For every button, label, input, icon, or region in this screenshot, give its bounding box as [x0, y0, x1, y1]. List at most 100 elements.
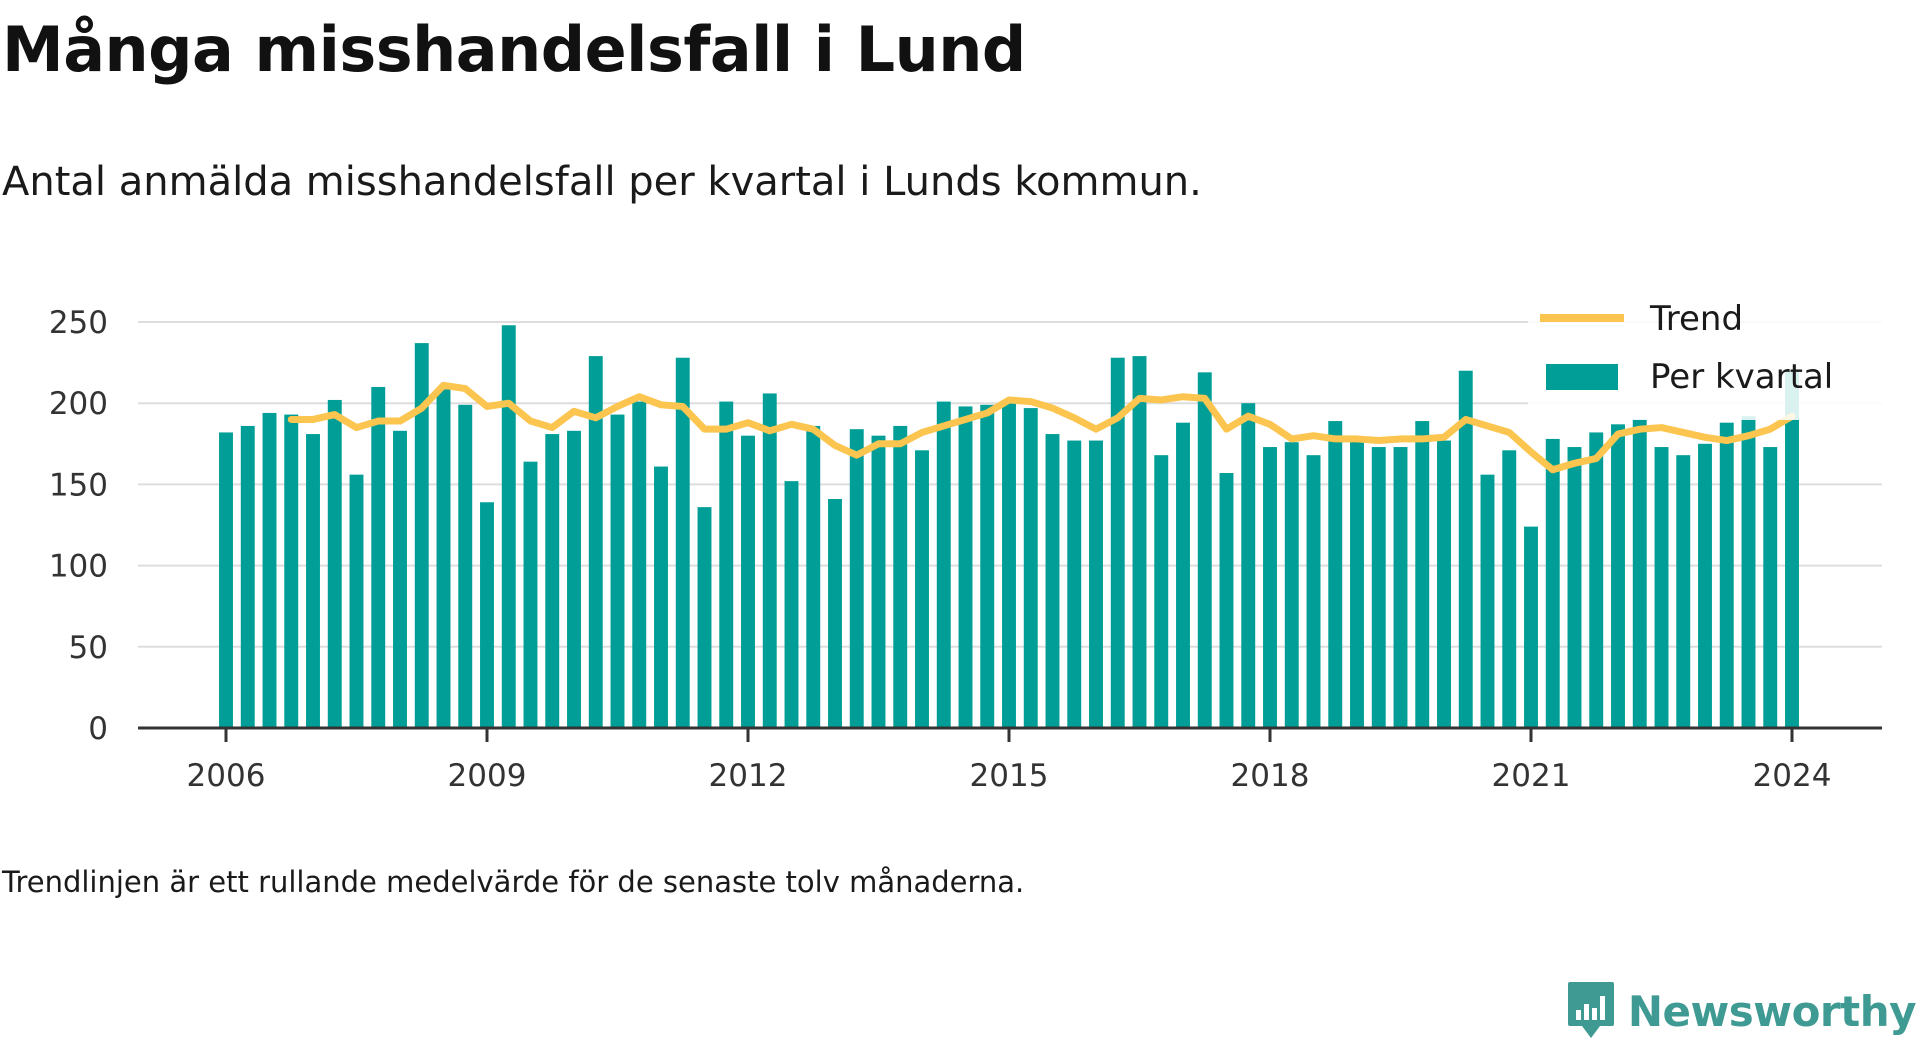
bar — [393, 430, 407, 728]
bar — [1023, 408, 1038, 728]
bar — [697, 507, 712, 728]
bar — [1719, 422, 1734, 728]
x-tick-label-2024: 2024 — [1753, 758, 1832, 794]
bar — [567, 430, 581, 728]
bar — [1132, 356, 1147, 728]
bar — [1089, 440, 1103, 728]
bar — [784, 481, 799, 728]
y-tick-label-0: 0 — [88, 711, 108, 747]
legend: Trend Per kvartal — [1528, 290, 1884, 420]
x-tick-label-2012: 2012 — [709, 758, 788, 794]
bar — [523, 461, 538, 728]
bar — [762, 393, 777, 728]
bar — [1632, 419, 1647, 728]
bar — [1698, 443, 1712, 728]
trend-series — [287, 381, 1796, 474]
legend-swatch-per-kvartal — [1546, 364, 1618, 390]
bar-series — [219, 325, 1799, 728]
bar — [501, 325, 516, 728]
y-tick-label-200: 200 — [49, 386, 108, 422]
y-tick-label-150: 150 — [49, 467, 108, 503]
page-title: Många misshandelsfall i Lund — [2, 13, 1026, 86]
bar — [1306, 455, 1321, 728]
footnote: Trendlinjen är ett rullande medelvärde f… — [2, 865, 1025, 899]
bar — [1458, 370, 1473, 728]
bar — [741, 435, 755, 728]
bar — [1589, 432, 1604, 728]
x-tick-label-2021: 2021 — [1492, 758, 1571, 794]
bar — [1415, 421, 1430, 728]
y-tick-label-50: 50 — [69, 630, 108, 666]
bar — [1393, 447, 1408, 728]
bar — [1371, 447, 1386, 728]
bar — [1284, 442, 1299, 728]
bar — [958, 406, 973, 728]
bar — [458, 404, 473, 728]
bar — [371, 386, 386, 728]
x-tick-label-2015: 2015 — [970, 758, 1049, 794]
legend-background — [1528, 290, 1884, 420]
bar — [1002, 403, 1016, 728]
bar — [1611, 424, 1625, 728]
bar — [719, 401, 734, 728]
brand-logo: Newsworthy — [1566, 980, 1917, 1042]
bar — [1545, 438, 1560, 728]
x-tick-label-2006: 2006 — [187, 758, 266, 794]
bar — [1676, 455, 1691, 728]
bar — [893, 425, 908, 728]
bar — [806, 425, 821, 728]
bar — [480, 502, 494, 728]
brand-name: Newsworthy — [1627, 986, 1917, 1036]
legend-label-trend: Trend — [1649, 299, 1743, 339]
bar — [1654, 447, 1669, 728]
bar — [1763, 447, 1778, 728]
bar — [1154, 455, 1169, 728]
bar — [1437, 440, 1451, 728]
bar — [1328, 421, 1343, 728]
bar — [1741, 416, 1756, 728]
bar — [240, 425, 255, 728]
y-axis-ticks: 0 50 100 150 200 250 — [49, 305, 108, 747]
bar — [980, 404, 995, 728]
chart-container: 0 50 100 150 200 250 2006 2009 2012 2015 2018 2021… — [0, 280, 1920, 800]
bar — [1197, 372, 1212, 728]
bar — [1176, 422, 1190, 728]
newsworthy-logo-icon — [1567, 982, 1614, 1038]
bar — [849, 429, 864, 728]
bar — [1045, 434, 1060, 728]
bar — [1524, 526, 1538, 728]
bar — [1110, 357, 1125, 728]
y-tick-label-250: 250 — [49, 305, 108, 341]
bar — [1263, 447, 1277, 728]
bar — [1067, 440, 1082, 728]
bar — [675, 357, 690, 728]
bar — [632, 401, 647, 728]
x-axis: 2006 2009 2012 2015 2018 2021 2024 — [138, 726, 1882, 794]
legend-label-per-kvartal: Per kvartal — [1650, 357, 1833, 397]
bar — [1502, 450, 1517, 728]
bar — [414, 343, 429, 728]
bar — [327, 399, 342, 728]
bar — [1219, 473, 1234, 728]
bar — [1480, 474, 1495, 728]
bar — [871, 435, 886, 728]
bar — [1241, 403, 1256, 728]
bar — [284, 414, 299, 728]
bar — [219, 432, 233, 728]
trend-line — [287, 381, 1796, 474]
x-tick-label-2009: 2009 — [448, 758, 527, 794]
bar — [828, 499, 842, 728]
y-tick-label-100: 100 — [49, 549, 108, 585]
bar — [436, 388, 451, 728]
bar — [1350, 440, 1364, 728]
bar — [588, 356, 603, 728]
bar — [610, 414, 625, 728]
bar-chart: 0 50 100 150 200 250 2006 2009 2012 2015 2018 2021… — [49, 290, 1884, 794]
bar — [262, 412, 277, 728]
bar — [306, 434, 320, 728]
bar — [1785, 370, 1799, 728]
bar — [654, 466, 668, 728]
bar — [936, 401, 951, 728]
bar — [915, 450, 929, 728]
x-tick-label-2018: 2018 — [1231, 758, 1310, 794]
